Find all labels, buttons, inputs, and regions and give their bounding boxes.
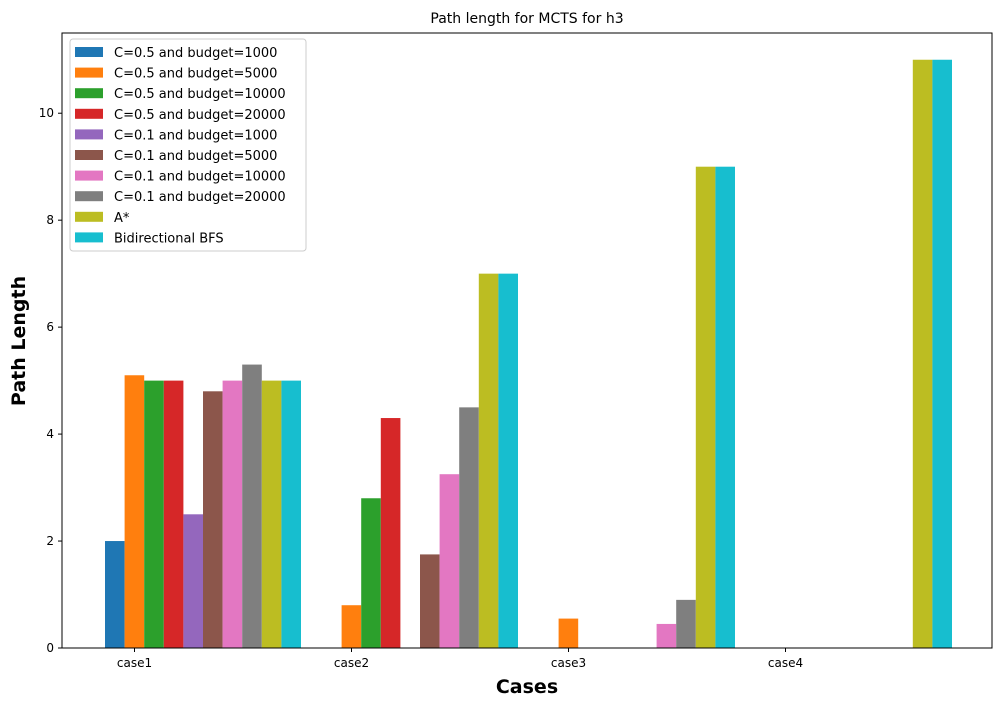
legend-swatch — [75, 129, 103, 140]
legend-swatch — [75, 47, 103, 57]
legend-entry: C=0.1 and budget=1000 — [114, 128, 277, 143]
legend-swatch — [75, 170, 103, 181]
y-tick-label: 8 — [46, 213, 54, 227]
bar-bidirectional-bfs-case2 — [498, 273, 518, 648]
legend-frame — [69, 38, 307, 252]
y-tick-label: 6 — [46, 320, 54, 334]
ticks-group: 0 2 4 6 8 10 case1 case2 case3 case4 — [39, 106, 803, 670]
legend-entry: Bidirectional BFS — [114, 231, 224, 246]
legend-swatch — [75, 150, 103, 160]
bar-a--case3 — [695, 166, 716, 648]
bar-bidirectional-bfs-case4 — [932, 59, 952, 649]
y-tick-label: 0 — [46, 641, 54, 655]
bar-c-0-5-and-budget-20000-case1 — [163, 380, 184, 648]
legend-entry: C=0.1 and budget=10000 — [114, 170, 286, 185]
legend-entry: C=0.1 and budget=20000 — [114, 190, 286, 205]
bar-a--case4 — [912, 59, 933, 649]
y-axis-label: Path Length — [8, 276, 30, 406]
bar-bidirectional-bfs-case1 — [281, 380, 301, 648]
legend-entry: A* — [114, 211, 130, 226]
y-tick-label: 2 — [46, 534, 54, 548]
bar-c-0-1-and-budget-5000-case1 — [203, 391, 223, 648]
bar-c-0-5-and-budget-1000-case1 — [105, 541, 125, 648]
bar-c-0-1-and-budget-10000-case1 — [222, 380, 243, 648]
x-axis-label: Cases — [496, 676, 558, 698]
x-tick-label-case1: case1 — [117, 656, 152, 670]
bar-a--case2 — [478, 273, 499, 648]
bar-c-0-5-and-budget-5000-case1 — [124, 375, 145, 648]
legend-swatch — [75, 211, 103, 222]
bar-c-0-5-and-budget-5000-case3 — [558, 618, 579, 648]
bar-c-0-1-and-budget-10000-case2 — [439, 474, 460, 648]
y-tick-label: 10 — [39, 106, 54, 120]
y-tick-label: 4 — [46, 427, 54, 441]
x-tick-label-case3: case3 — [551, 656, 586, 670]
bar-a--case1 — [261, 380, 282, 648]
x-tick-label-case4: case4 — [768, 656, 803, 670]
bar-c-0-1-and-budget-10000-case3 — [656, 623, 677, 648]
bar-c-0-1-and-budget-20000-case2 — [459, 407, 479, 648]
chart-title: Path length for MCTS for h3 — [430, 11, 623, 27]
bars-group — [105, 59, 952, 649]
bar-c-0-5-and-budget-5000-case2 — [341, 605, 362, 648]
bar-c-0-5-and-budget-10000-case2 — [361, 498, 381, 648]
legend-swatch — [75, 88, 103, 99]
x-tick-label-case2: case2 — [334, 656, 369, 670]
bar-c-0-5-and-budget-20000-case2 — [380, 418, 401, 648]
legend-entry: C=0.5 and budget=20000 — [114, 108, 286, 123]
bar-c-0-1-and-budget-20000-case3 — [676, 599, 696, 648]
legend-swatch — [75, 232, 103, 243]
legend-swatch — [75, 67, 103, 78]
legend-swatch — [75, 191, 103, 202]
plot-frame — [61, 32, 993, 649]
bar-c-0-1-and-budget-5000-case2 — [420, 554, 440, 648]
axes-group — [61, 32, 993, 649]
bar-bidirectional-bfs-case3 — [715, 166, 735, 648]
legend: C=0.5 and budget=1000 C=0.5 and budget=50… — [69, 38, 307, 252]
legend-entry: C=0.1 and budget=5000 — [114, 149, 277, 164]
legend-entry: C=0.5 and budget=5000 — [114, 67, 277, 82]
bar-c-0-1-and-budget-1000-case1 — [183, 514, 203, 648]
bar-c-0-5-and-budget-10000-case1 — [144, 380, 164, 648]
legend-entry: C=0.5 and budget=10000 — [114, 87, 286, 102]
legend-swatch — [75, 108, 103, 119]
legend-entry: C=0.5 and budget=1000 — [114, 46, 277, 61]
bar-c-0-1-and-budget-20000-case1 — [242, 364, 262, 648]
